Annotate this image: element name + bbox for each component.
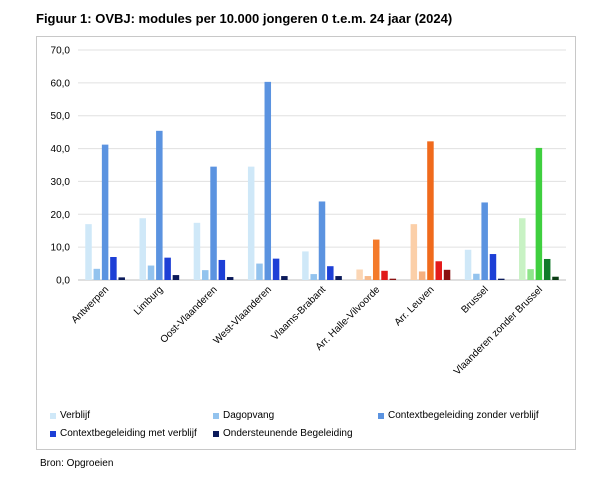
- bar: [519, 218, 526, 280]
- bar: [147, 265, 155, 280]
- bar: [481, 202, 488, 280]
- bar: [372, 239, 380, 280]
- bar: [327, 266, 334, 280]
- bar: [302, 251, 309, 280]
- bar: [172, 275, 180, 280]
- bar: [381, 270, 388, 280]
- bar: [164, 257, 171, 280]
- bar: [356, 269, 363, 280]
- legend-swatch: [50, 430, 56, 437]
- bar: [473, 273, 480, 280]
- y-tick-label: 40,0: [51, 144, 71, 155]
- y-tick-label: 10,0: [51, 243, 71, 254]
- bar: [93, 268, 101, 280]
- legend-label: Verblijf: [60, 410, 91, 421]
- legend-item: Dagopvang: [213, 410, 274, 421]
- bar: [256, 263, 263, 280]
- bar: [464, 249, 472, 280]
- bar: [527, 269, 534, 280]
- bar: [418, 271, 426, 280]
- bar: [364, 276, 372, 280]
- x-tick-label: Limburg: [132, 284, 165, 317]
- bar: [272, 258, 280, 280]
- legend-swatch: [50, 412, 56, 419]
- bar: [139, 218, 146, 280]
- x-tick-label: Antwerpen: [70, 284, 112, 326]
- y-tick-label: 50,0: [51, 111, 71, 122]
- bar: [498, 278, 505, 280]
- bar: [443, 269, 451, 280]
- legend-swatch: [213, 430, 219, 437]
- bar: [156, 130, 163, 280]
- bar: [543, 258, 551, 280]
- x-tick-label: Arr. Leuven: [393, 284, 437, 328]
- bar: [535, 147, 543, 280]
- bar: [427, 141, 434, 280]
- legend-label: Ondersteunende Begeleiding: [223, 428, 353, 439]
- bar: [118, 277, 125, 280]
- bar: [318, 201, 326, 280]
- bar: [110, 257, 117, 280]
- bar: [410, 224, 418, 280]
- chart-area: [36, 36, 576, 450]
- x-tick-label: Vlaanderen zonder Brussel: [452, 284, 545, 377]
- legend-item: Contextbegeleiding zonder verblijf: [378, 410, 539, 421]
- bar: [210, 166, 217, 280]
- bar: [226, 277, 234, 280]
- x-tick-label: Brussel: [459, 284, 490, 315]
- bar: [101, 144, 109, 280]
- bar: [489, 254, 497, 280]
- legend-swatch: [213, 412, 219, 419]
- bar: [435, 261, 442, 280]
- y-tick-label: 0,0: [56, 276, 70, 287]
- x-tick-label: Vlaams-Brabant: [270, 284, 329, 343]
- x-tick-label: Oost-Vlaanderen: [158, 284, 219, 345]
- bar: [218, 259, 226, 280]
- bar: [264, 81, 272, 280]
- legend-label: Contextbegeleiding zonder verblijf: [388, 410, 539, 421]
- bar: [389, 278, 397, 280]
- x-tick-label: West-Vlaanderen: [212, 284, 274, 346]
- legend-label: Contextbegeleiding met verblijf: [60, 428, 197, 439]
- bar: [552, 276, 559, 280]
- bar: [310, 274, 317, 280]
- legend-swatch: [378, 412, 384, 419]
- chart-title: Figuur 1: OVBJ: modules per 10.000 jonge…: [36, 11, 453, 26]
- y-tick-label: 20,0: [51, 210, 71, 221]
- y-tick-label: 70,0: [51, 46, 71, 57]
- bar: [85, 224, 92, 280]
- bar: [281, 276, 288, 280]
- legend-item: Contextbegeleiding met verblijf: [50, 428, 197, 439]
- legend-label: Dagopvang: [223, 410, 275, 421]
- bar: [335, 276, 342, 280]
- bar: [193, 222, 201, 280]
- legend-item: Verblijf: [50, 410, 90, 421]
- source-note: Bron: Opgroeien: [40, 458, 114, 469]
- legend-item: Ondersteunende Begeleiding: [213, 428, 353, 439]
- bar: [202, 270, 209, 280]
- y-tick-label: 60,0: [51, 78, 71, 89]
- y-tick-label: 30,0: [51, 177, 71, 188]
- bar: [247, 166, 255, 280]
